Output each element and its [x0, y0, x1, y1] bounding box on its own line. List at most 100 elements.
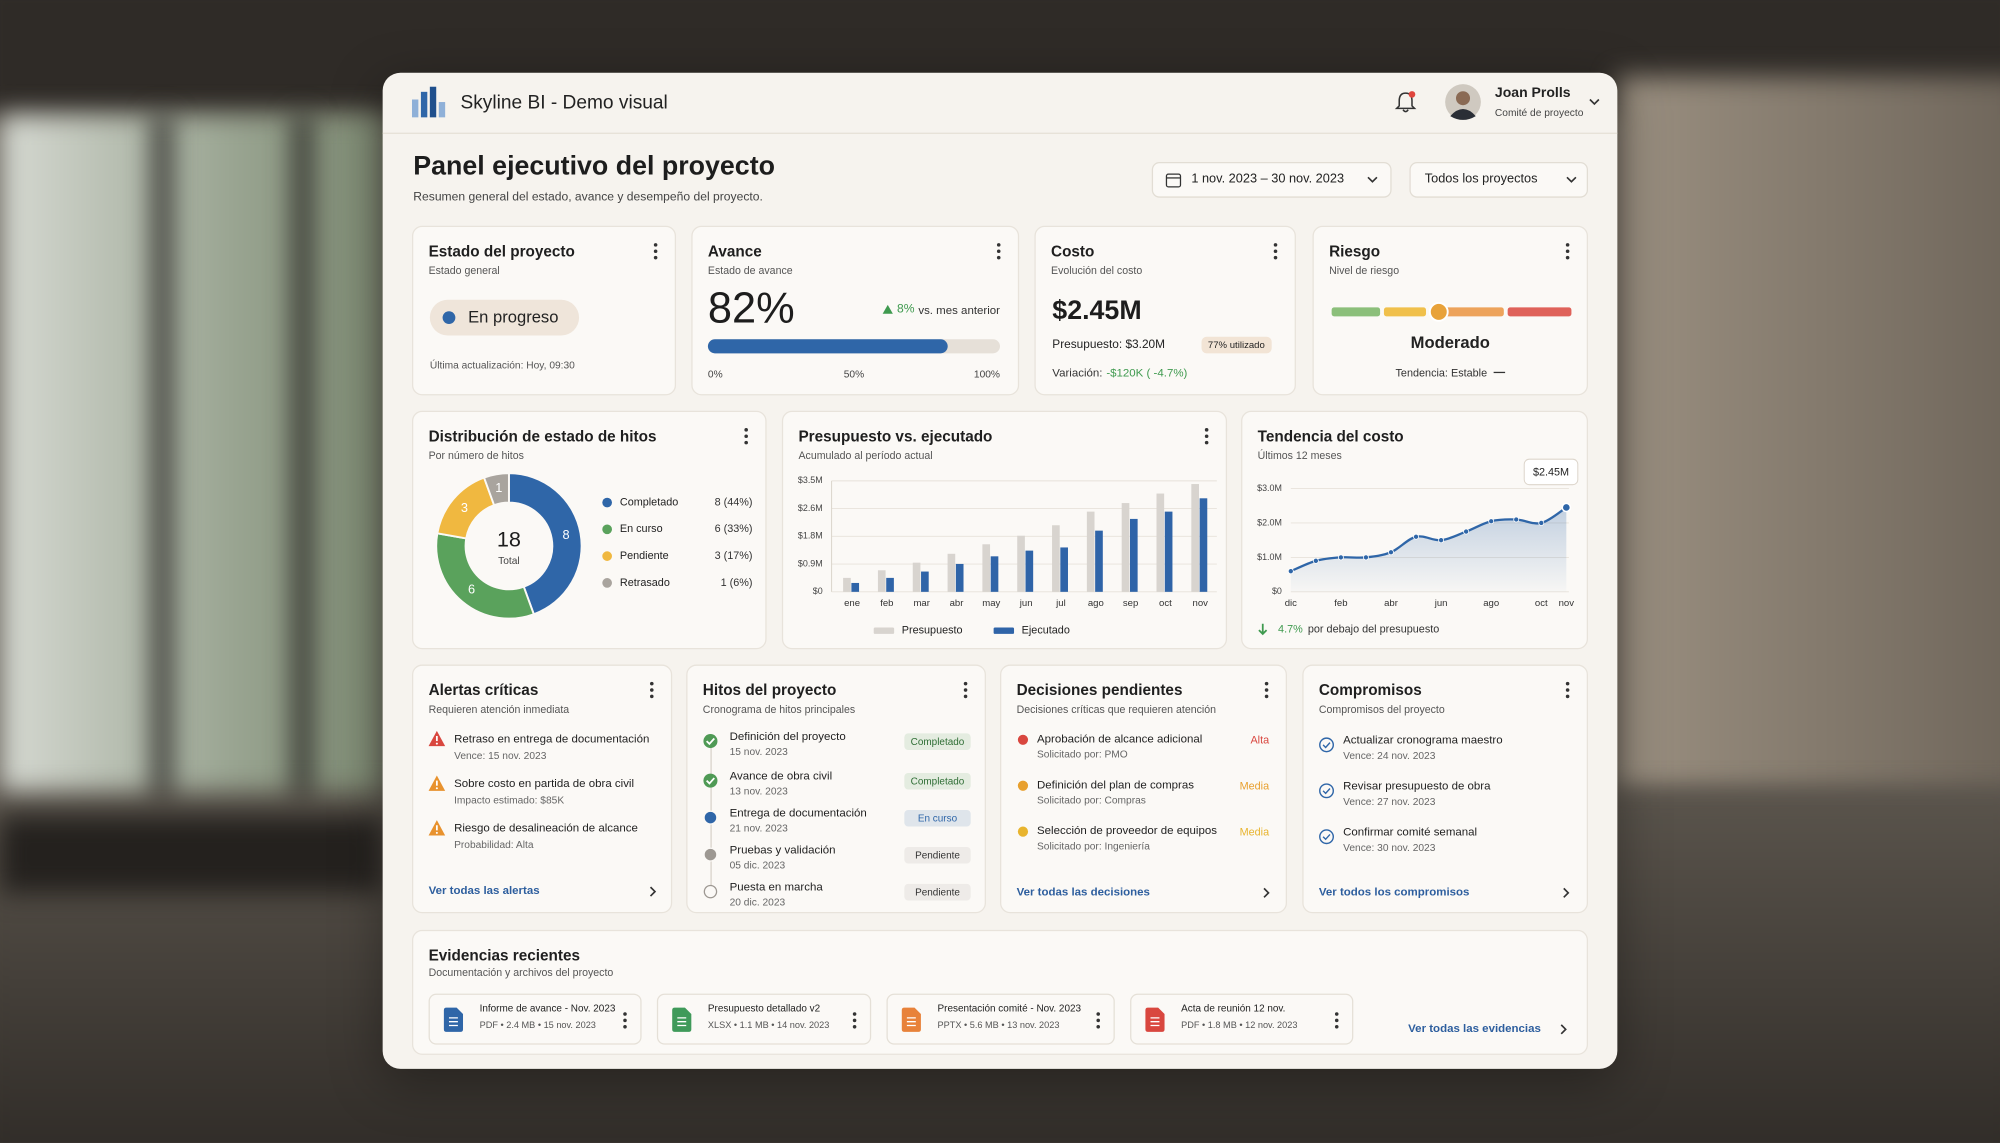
- file-item[interactable]: Presupuesto detallado v2 XLSX • 1.1 MB • …: [656, 993, 872, 1045]
- more-menu[interactable]: [621, 1011, 629, 1029]
- logo-bar: [429, 86, 437, 118]
- menu-dot: [1096, 1012, 1100, 1016]
- menu-dot: [1334, 1012, 1339, 1016]
- progress-fill: [707, 339, 948, 354]
- milestone-icon: [703, 734, 718, 749]
- line-chart: $0 $1.0M $2.0M $3.0M dic feb abr jun ago oct nov $2…: [1257, 458, 1579, 609]
- notifications[interactable]: [1394, 91, 1417, 114]
- more-menu[interactable]: [742, 427, 750, 445]
- file-meta: XLSX • 1.1 MB • 14 nov. 2023: [707, 1019, 830, 1031]
- y-tick-label: $0.9M: [798, 558, 823, 568]
- card-title: Tendencia del costo: [1257, 427, 1404, 446]
- milestone-icon: [703, 884, 718, 899]
- alert-mark-dot: [435, 831, 438, 834]
- x-tick-label: feb: [1334, 598, 1347, 609]
- file-item[interactable]: Acta de reunión 12 nov. PDF • 1.8 MB • 12…: [1130, 993, 1354, 1045]
- chevron[interactable]: [1367, 175, 1378, 185]
- more-menu[interactable]: [1564, 242, 1572, 260]
- more-menu[interactable]: [1094, 1011, 1102, 1029]
- menu-dot: [650, 688, 654, 692]
- date-filter[interactable]: 1 nov. 2023 – 30 nov. 2023: [1151, 161, 1392, 198]
- logo-bar: [438, 102, 446, 118]
- more-menu[interactable]: [1272, 242, 1280, 260]
- chevron[interactable]: [648, 886, 658, 897]
- chevron[interactable]: [1561, 887, 1571, 898]
- menu-dot: [1096, 1018, 1100, 1023]
- avatar[interactable]: [1445, 84, 1481, 120]
- card-subtitle: Documentación y archivos del proyecto: [428, 965, 614, 979]
- legend-swatch: [873, 627, 895, 634]
- bar: [1095, 530, 1103, 592]
- more-menu[interactable]: [851, 1011, 859, 1029]
- donut-slice: [482, 472, 510, 507]
- milestone-name: Puesta en marcha: [729, 880, 823, 893]
- priority-dot: [1017, 780, 1029, 791]
- menu-dot: [1565, 243, 1570, 247]
- change-label: vs. mes anterior: [918, 302, 1000, 316]
- milestone-date: 21 nov. 2023: [729, 822, 788, 835]
- gauge-segment: [1331, 307, 1381, 317]
- card-subtitle: Por número de hitos: [428, 448, 524, 462]
- file-item[interactable]: Presentación comité - Nov. 2023 PPTX • 5.…: [886, 993, 1115, 1045]
- milestone-status: Completado: [904, 733, 971, 751]
- file-meta: PDF • 2.4 MB • 15 nov. 2023: [479, 1019, 596, 1031]
- risk-trend: Tendencia: Estable: [1314, 366, 1587, 379]
- menu-dot: [852, 1012, 857, 1016]
- commitment-icon: [1319, 737, 1334, 753]
- legend-label: Completado: [620, 496, 678, 508]
- bar-card: Presupuesto vs. ejecutado Acumulado al pe…: [781, 410, 1228, 650]
- x-tick-label: abr: [1384, 598, 1399, 609]
- x-tick-label: sep: [1123, 598, 1138, 609]
- donut-total: 18: [497, 527, 521, 552]
- more-menu[interactable]: [1263, 681, 1271, 699]
- variance-value: -$120K ( -4.7%): [1106, 366, 1188, 379]
- bar: [1025, 550, 1034, 592]
- x-tick-label: jul: [1055, 598, 1066, 609]
- decision-title: Definición del plan de compras: [1036, 778, 1194, 791]
- evidence-link[interactable]: Ver todas las evidencias: [1408, 1021, 1541, 1035]
- file-name: Acta de reunión 12 nov.: [1181, 1002, 1286, 1015]
- more-menu[interactable]: [962, 681, 970, 699]
- bar: [1156, 493, 1165, 592]
- menu-dot: [650, 681, 654, 686]
- risk-card: Riesgo Nivel de riesgo Moderado Tendencia: …: [1312, 225, 1589, 396]
- menu-dot: [1565, 249, 1570, 254]
- decisions-link[interactable]: Ver todas las decisiones: [1016, 885, 1150, 898]
- priority-dot: [1017, 826, 1029, 837]
- chevron[interactable]: [1261, 887, 1271, 898]
- gauge-segment: [1507, 307, 1572, 317]
- milestone-status: Completado: [904, 772, 971, 790]
- milestone-dot: [703, 847, 718, 862]
- bar: [1121, 503, 1130, 592]
- commitments-link[interactable]: Ver todos los compromisos: [1318, 885, 1470, 898]
- more-menu[interactable]: [652, 242, 660, 260]
- milestone-date: 15 nov. 2023: [729, 746, 788, 758]
- menu-dot: [1264, 681, 1269, 686]
- card-title: Compromisos: [1318, 681, 1422, 699]
- file-shape: [672, 1007, 692, 1032]
- file-item[interactable]: Informe de avance - Nov. 2023 PDF • 2.4 M…: [428, 993, 642, 1045]
- more-menu[interactable]: [1203, 427, 1211, 445]
- legend-label: Pendiente: [620, 550, 669, 562]
- more-menu[interactable]: [995, 242, 1003, 260]
- alerts-link[interactable]: Ver todas las alertas: [428, 883, 540, 897]
- footer-text: por debajo del presupuesto: [1307, 622, 1440, 636]
- chevron[interactable]: [1589, 97, 1600, 107]
- chevron[interactable]: [1559, 1024, 1569, 1035]
- more-menu[interactable]: [1333, 1011, 1341, 1029]
- bg-table: [0, 816, 383, 893]
- more-menu[interactable]: [648, 681, 656, 699]
- menu-dot: [1264, 694, 1269, 699]
- status-updated: Última actualización: Hoy, 09:30: [429, 359, 575, 372]
- commitment-title: Revisar presupuesto de obra: [1343, 779, 1491, 793]
- menu-dot: [1565, 694, 1570, 699]
- chevron[interactable]: [1566, 175, 1577, 185]
- bar: [912, 562, 921, 592]
- cost-used: 77% utilizado: [1201, 336, 1272, 354]
- commitment-title: Actualizar cronograma maestro: [1343, 733, 1503, 747]
- x-tick-label: may: [982, 598, 1000, 609]
- file-icon: [1145, 1007, 1165, 1032]
- project-filter[interactable]: Todos los proyectos: [1409, 161, 1589, 198]
- more-menu[interactable]: [1564, 681, 1572, 699]
- risk-level: Moderado: [1410, 332, 1490, 353]
